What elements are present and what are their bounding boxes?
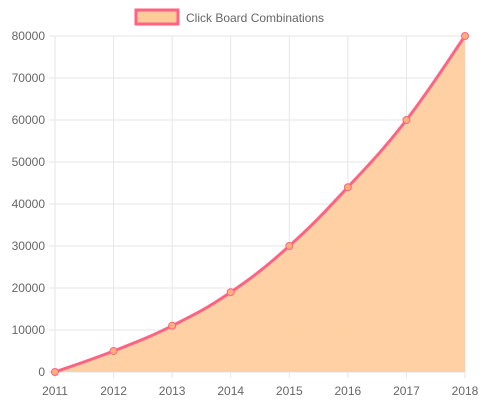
y-tick-label: 10000 <box>12 323 46 337</box>
y-tick-label: 20000 <box>12 281 46 295</box>
y-axis: 0 10000 20000 30000 40000 50000 60000 70000 8000… <box>12 29 46 379</box>
y-tick-label: 80000 <box>12 29 46 43</box>
data-point[interactable] <box>109 347 118 355</box>
y-tick-label: 60000 <box>12 113 46 127</box>
series-area-fill <box>55 36 465 372</box>
x-tick-label: 2012 <box>100 384 127 398</box>
legend[interactable]: Click Board Combinations <box>134 8 324 26</box>
data-point[interactable] <box>461 32 469 40</box>
x-tick-label: 2014 <box>217 384 244 398</box>
x-tick-label: 2016 <box>335 384 362 398</box>
data-points <box>51 32 469 376</box>
data-point[interactable] <box>343 183 352 192</box>
legend-label[interactable]: Click Board Combinations <box>186 11 324 25</box>
data-point[interactable] <box>168 321 177 330</box>
x-tick-label: 2017 <box>393 384 420 398</box>
x-tick-label: 2011 <box>42 384 68 398</box>
x-tick-label: 2013 <box>159 384 186 398</box>
data-point[interactable] <box>402 116 411 124</box>
x-tick-label: 2015 <box>276 384 303 398</box>
y-tick-label: 0 <box>38 365 45 379</box>
x-axis: 2011 2012 2013 2014 2015 2016 2017 2018 <box>42 384 479 398</box>
data-point[interactable] <box>226 288 235 297</box>
legend-swatch[interactable] <box>134 8 180 26</box>
y-tick-label: 40000 <box>12 197 46 211</box>
data-point[interactable] <box>285 242 294 250</box>
y-tick-label: 30000 <box>12 239 46 253</box>
y-tick-label: 50000 <box>12 155 46 169</box>
data-point[interactable] <box>51 368 59 376</box>
y-tick-label: 70000 <box>12 71 46 85</box>
x-tick-label: 2018 <box>452 384 479 398</box>
